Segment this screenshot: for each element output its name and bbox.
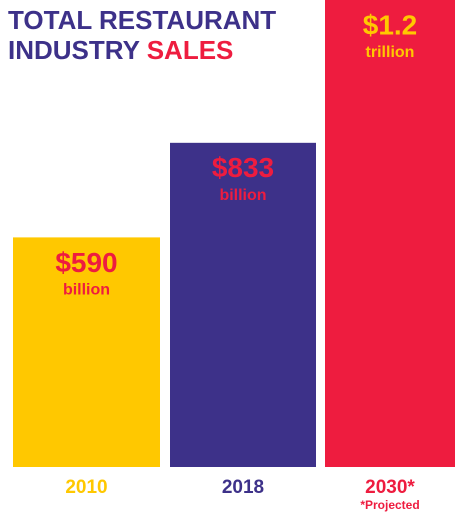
note: *Projected <box>360 498 419 512</box>
title-highlight: SALES <box>147 35 234 65</box>
bar <box>13 237 160 467</box>
bar <box>325 0 455 467</box>
value-unit: trillion <box>366 44 415 61</box>
title-line: TOTAL RESTAURANT <box>8 5 276 35</box>
chart-title: INDUSTRY SALES <box>8 35 233 65</box>
value-label: $1.2 <box>363 9 418 40</box>
value-unit: billion <box>63 282 110 299</box>
bar <box>170 142 316 468</box>
value-label: $833 <box>212 152 274 183</box>
x-tick-label: 2010 <box>65 477 107 498</box>
title-line: INDUSTRY <box>8 35 140 65</box>
x-tick-label: 2030* <box>365 477 415 498</box>
value-unit: billion <box>219 187 266 204</box>
x-tick-label: 2018 <box>222 477 264 498</box>
value-label: $590 <box>55 247 117 278</box>
chart-title: TOTAL RESTAURANT <box>8 5 276 35</box>
